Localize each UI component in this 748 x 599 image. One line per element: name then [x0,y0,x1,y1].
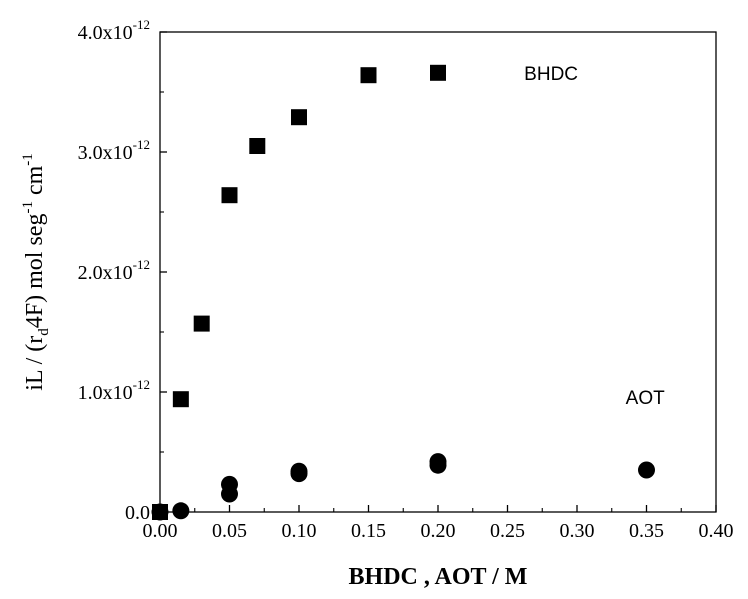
y-axis-title-superscript-2: -1 [20,153,36,166]
bhdc-square-marker [193,315,210,332]
x-tick-label: 0.10 [282,520,317,542]
aot-circle-marker [221,475,238,493]
series-label: BHDC [524,64,578,85]
bhdc-square-marker [221,187,238,204]
y-axis-title-prefix: iL / (r [22,336,48,391]
plot-frame [159,31,717,513]
y-tick-label: 4.0x10-12 [78,17,150,44]
x-tick-label: 0.20 [421,520,456,542]
data-points [151,64,655,521]
bhdc-square-marker [172,391,189,408]
y-axis-title: iL / (rd4F) mol seg-1 cm-1 [20,153,52,391]
y-axis-title-unit: cm [22,165,48,201]
x-tick-label: 0.05 [212,520,247,542]
aot-circle-marker [429,453,447,471]
y-axis-title-middle: 4F) mol seg [22,214,48,329]
series-label: AOT [626,388,665,409]
bhdc-square-marker [291,109,307,126]
y-tick-label: 0.0 [125,502,150,524]
series-annotations: BHDC AOT [524,64,665,409]
x-axis-title: BHDC , AOT / M [349,564,528,590]
aot-circle-marker [151,503,169,521]
x-tick-label: 0.15 [351,520,386,542]
y-axis-ticks: 0.0 1.0x10-12 2.0x10-12 3.0x10-12 4.0x10-12 [78,17,167,524]
bhdc-square-marker [430,64,446,81]
y-tick-label: 2.0x10-12 [78,257,150,284]
y-axis-title-superscript-1: -1 [20,201,36,214]
aot-circle-marker [290,462,308,480]
aot-circle-marker [638,461,655,479]
x-tick-label: 0.25 [490,520,525,542]
aot-circle-marker [172,502,190,520]
x-tick-label: 0.40 [699,520,734,542]
bhdc-square-marker [360,67,377,84]
x-tick-label: 0.00 [143,520,178,542]
y-tick-label: 1.0x10-12 [78,377,150,404]
x-tick-label: 0.30 [560,520,595,542]
x-tick-label: 0.35 [629,520,664,542]
bhdc-square-marker [249,138,266,154]
y-axis-title-subscript: d [36,328,52,336]
y-tick-label: 3.0x10-12 [78,137,150,164]
x-axis-ticks: 0.00 0.05 0.10 0.15 0.20 0.25 0.30 0.35 0.40 [143,505,734,542]
